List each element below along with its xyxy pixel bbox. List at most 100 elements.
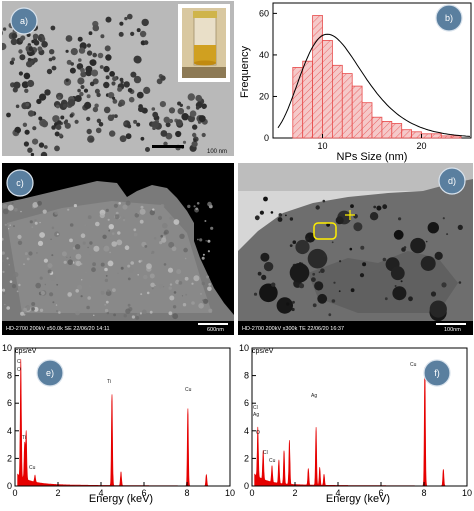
nanoparticle bbox=[259, 210, 264, 215]
nanoparticle bbox=[314, 281, 324, 291]
surface-grain bbox=[50, 275, 56, 281]
surface-grain bbox=[139, 312, 142, 315]
nanoparticle bbox=[78, 58, 82, 62]
surface-grain bbox=[163, 286, 165, 288]
nanoparticle bbox=[11, 57, 16, 62]
surface-grain bbox=[157, 215, 163, 220]
nanoparticle bbox=[286, 302, 290, 306]
nanoparticle bbox=[97, 52, 104, 59]
histogram-bar bbox=[341, 73, 353, 139]
nanoparticle bbox=[127, 88, 133, 93]
nanoparticle bbox=[99, 65, 104, 69]
surface-grain bbox=[151, 250, 155, 254]
histogram-bar bbox=[430, 133, 442, 139]
peak-label: Cu bbox=[29, 465, 36, 471]
surface-grain bbox=[185, 293, 188, 296]
nanoparticle bbox=[295, 239, 310, 255]
nanoparticle bbox=[136, 91, 144, 99]
nanoparticle bbox=[54, 145, 60, 152]
y-tick-label: 8 bbox=[7, 371, 12, 381]
x-tick-label: 10 bbox=[225, 488, 235, 498]
nanoparticle bbox=[27, 147, 33, 153]
y-tick-label: 4 bbox=[7, 426, 12, 436]
surface-grain bbox=[107, 235, 111, 239]
nanoparticle bbox=[124, 16, 128, 21]
histogram-bar bbox=[292, 67, 304, 139]
surface-grain bbox=[152, 208, 155, 211]
surface-grain bbox=[13, 271, 19, 278]
surface-grain bbox=[1, 251, 5, 255]
nanoparticle bbox=[143, 40, 149, 45]
nanoparticle bbox=[403, 246, 407, 249]
surface-grain bbox=[88, 229, 92, 233]
surface-grain bbox=[89, 241, 93, 245]
nanoparticle bbox=[92, 106, 99, 113]
nanoparticle bbox=[175, 130, 182, 138]
nanoparticle bbox=[360, 245, 365, 250]
nanoparticle bbox=[259, 283, 278, 303]
panel-f-badge: f) bbox=[423, 359, 451, 387]
nanoparticle bbox=[353, 222, 363, 232]
nanoparticle bbox=[289, 244, 293, 247]
nanoparticle bbox=[43, 145, 48, 149]
nanoparticle bbox=[349, 247, 353, 251]
nanoparticle bbox=[28, 46, 33, 51]
surface-grain bbox=[0, 237, 4, 241]
surface-grain bbox=[160, 204, 165, 208]
nanoparticle bbox=[39, 93, 47, 101]
peak-label: Cu bbox=[269, 458, 276, 464]
nanoparticle bbox=[23, 141, 29, 147]
nanoparticle bbox=[289, 263, 310, 283]
nanoparticle bbox=[429, 300, 447, 318]
nanoparticle bbox=[136, 122, 141, 127]
nanoparticle bbox=[89, 137, 94, 142]
x-tick-label: 4 bbox=[335, 488, 340, 498]
surface-grain bbox=[118, 202, 121, 205]
surface-grain bbox=[1, 288, 6, 292]
x-tick-label: 0 bbox=[249, 488, 254, 498]
surface-grain bbox=[31, 226, 34, 229]
surface-grain bbox=[195, 207, 198, 211]
nanoparticle bbox=[38, 142, 45, 148]
surface-grain bbox=[63, 260, 67, 264]
nanoparticle bbox=[179, 103, 183, 108]
nanoparticle bbox=[193, 138, 197, 142]
surface-grain bbox=[39, 221, 41, 224]
nanoparticle bbox=[107, 92, 115, 99]
histogram-bar bbox=[302, 60, 313, 139]
nanoparticle bbox=[192, 132, 197, 138]
nanoparticle bbox=[119, 21, 124, 26]
nanoparticle bbox=[38, 116, 43, 121]
surface-grain bbox=[3, 292, 6, 295]
surface-grain bbox=[86, 305, 90, 310]
surface-grain bbox=[75, 310, 80, 316]
panel-d-stem-image: HD-2700 200kV x300k TE 22/06/20 16:37 10… bbox=[238, 163, 473, 335]
nanoparticle bbox=[253, 292, 258, 296]
surface-grain bbox=[137, 274, 139, 276]
surface-grain bbox=[100, 290, 105, 295]
surface-grain bbox=[56, 233, 59, 236]
nanoparticle bbox=[398, 217, 402, 221]
surface-grain bbox=[39, 308, 44, 312]
surface-grain bbox=[127, 303, 131, 307]
surface-grain bbox=[2, 203, 8, 209]
nanoparticle bbox=[49, 49, 55, 55]
surface-grain bbox=[81, 279, 83, 281]
surface-grain bbox=[18, 283, 21, 287]
y-tick-label: 0 bbox=[244, 481, 249, 491]
svg-text:a): a) bbox=[20, 16, 28, 26]
peak-label: C bbox=[17, 359, 21, 365]
nanoparticle bbox=[133, 75, 142, 84]
nanoparticle bbox=[33, 40, 40, 46]
surface-grain bbox=[66, 256, 68, 258]
surface-grain bbox=[95, 221, 100, 227]
surface-grain bbox=[72, 246, 76, 250]
surface-grain bbox=[4, 223, 7, 226]
surface-grain bbox=[169, 216, 173, 220]
nanoparticle bbox=[24, 88, 29, 94]
nanoparticle bbox=[65, 35, 73, 42]
surface-grain bbox=[69, 238, 73, 243]
surface-grain bbox=[136, 313, 140, 316]
nanoparticle bbox=[376, 205, 382, 211]
nanoparticle bbox=[103, 106, 111, 114]
